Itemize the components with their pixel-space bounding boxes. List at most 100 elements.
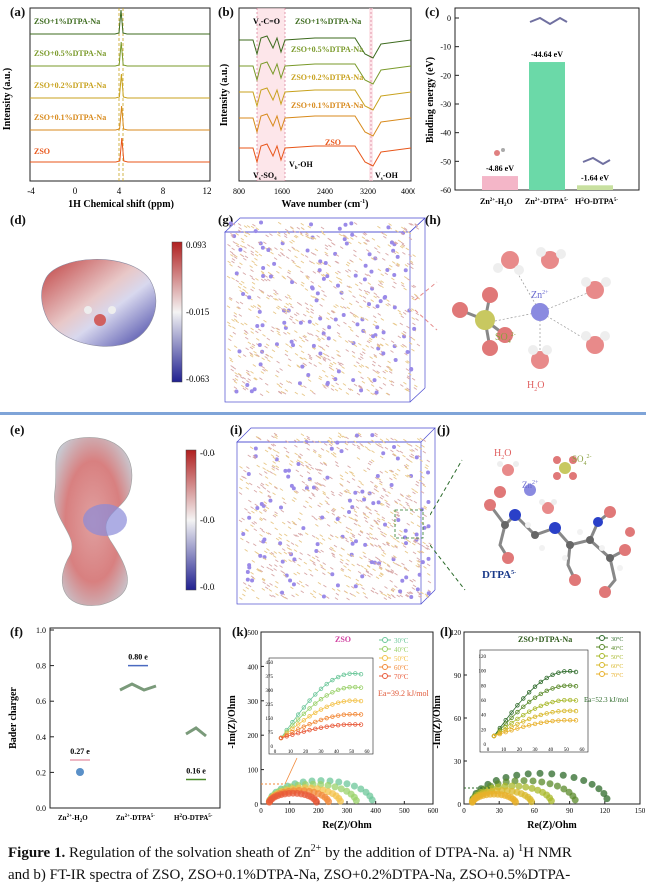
solvent-molecule — [377, 563, 382, 567]
solvent-molecule — [239, 301, 244, 305]
solvent-molecule — [424, 466, 428, 470]
k-data-point — [343, 780, 351, 788]
ion-particle — [305, 248, 310, 253]
solvent-molecule — [251, 260, 255, 264]
l-inset-ytick: 80 — [481, 684, 487, 689]
solvent-molecule — [353, 313, 358, 317]
a-series-label: ZSO+1%DTPA-Na — [34, 17, 100, 26]
solvent-molecule — [358, 342, 362, 346]
solvent-molecule — [359, 305, 363, 309]
solvent-molecule — [282, 574, 287, 578]
b-xtick: 4000 — [401, 187, 415, 196]
solvent-molecule — [365, 569, 370, 573]
f-value-label: 0.16 e — [186, 767, 206, 776]
solvent-molecule — [278, 390, 282, 394]
l-inset-ytick: 120 — [479, 655, 487, 660]
solvent-molecule — [317, 337, 321, 341]
panel-i-label: (i) — [230, 422, 243, 437]
oxygen-atom — [94, 314, 106, 326]
solvent-molecule — [408, 474, 412, 478]
solvent-molecule — [330, 566, 334, 570]
k-inset-xtick: 30 — [319, 750, 325, 755]
l-xtick-label: 150 — [635, 807, 646, 815]
solvent-molecule — [359, 294, 363, 298]
molecule-icon — [185, 726, 207, 738]
k-data-point — [350, 782, 358, 790]
solvent-molecule — [346, 480, 351, 484]
esp-surface-water — [41, 259, 157, 347]
solvent-molecule — [378, 546, 382, 549]
solvent-molecule — [232, 366, 237, 370]
solvent-molecule — [281, 275, 285, 279]
solvent-molecule — [258, 473, 263, 476]
solvent-molecule — [374, 544, 378, 548]
solvent-molecule — [371, 237, 376, 241]
solvent-molecule — [369, 527, 373, 530]
solvent-molecule — [295, 319, 299, 322]
solvent-molecule — [409, 308, 413, 312]
ion-particle — [286, 474, 291, 479]
solvent-molecule — [351, 477, 356, 481]
solvent-molecule — [275, 374, 279, 378]
solvent-molecule — [296, 438, 300, 442]
solvent-molecule — [285, 454, 290, 458]
ion-particle — [252, 387, 257, 392]
solvent-molecule — [294, 391, 299, 395]
solvent-molecule — [403, 227, 408, 231]
solvent-molecule — [274, 564, 278, 567]
k-ytick-label: 400 — [248, 663, 259, 671]
solvent-molecule — [331, 310, 335, 313]
solvent-molecule — [262, 467, 266, 470]
solvent-molecule — [270, 251, 274, 255]
solvent-molecule — [347, 388, 352, 391]
solvent-molecule — [415, 312, 420, 316]
c-xtick-part: Zn — [525, 197, 535, 206]
ion-particle — [426, 556, 431, 561]
ion-particle — [325, 380, 330, 385]
k-data-point — [331, 783, 339, 791]
ion-particle — [250, 578, 255, 583]
solvent-molecule — [355, 506, 360, 509]
solvent-molecule — [266, 584, 271, 588]
solvent-molecule — [313, 449, 317, 453]
solvent-molecule — [301, 319, 306, 323]
a-series-label: ZSO — [34, 147, 50, 156]
solvent-molecule — [410, 453, 415, 457]
c-xtick-part: 2 — [581, 198, 584, 203]
solvent-molecule — [346, 285, 351, 289]
solvent-molecule — [239, 290, 243, 293]
l-inset-line — [493, 670, 577, 737]
solvent-molecule — [331, 552, 335, 556]
solvent-molecule — [311, 323, 316, 326]
solvent-molecule — [341, 547, 345, 551]
solvent-molecule — [305, 500, 309, 504]
solvent-molecule — [355, 578, 360, 582]
solvent-molecule — [241, 517, 245, 521]
l-legend-label: 70°C — [611, 672, 623, 679]
solvent-molecule — [411, 488, 415, 491]
solvent-molecule — [262, 333, 266, 337]
solvent-molecule — [297, 563, 301, 567]
solvent-molecule — [320, 230, 325, 234]
solvent-molecule — [330, 490, 335, 494]
solvent-molecule — [318, 314, 323, 318]
ion-particle — [419, 507, 424, 512]
solvent-molecule — [411, 448, 415, 452]
solvent-molecule — [367, 282, 372, 286]
solvent-molecule — [291, 520, 296, 524]
panel-c-ylabel: Binding energy (eV) — [425, 57, 436, 143]
solvent-molecule — [362, 495, 367, 499]
solvent-molecule — [229, 334, 233, 338]
solvent-molecule — [346, 553, 351, 557]
solvent-molecule — [396, 594, 400, 598]
solvent-molecule — [391, 261, 396, 264]
solvent-molecule — [228, 324, 232, 328]
ion-particle — [337, 226, 342, 231]
solvent-molecule — [383, 593, 388, 597]
solvent-molecule — [257, 328, 262, 332]
l-ytick-label: 90 — [454, 672, 462, 680]
solvent-molecule — [306, 437, 311, 441]
solvent-molecule — [376, 250, 381, 254]
solvent-molecule — [260, 291, 265, 294]
solvent-molecule — [374, 562, 378, 565]
